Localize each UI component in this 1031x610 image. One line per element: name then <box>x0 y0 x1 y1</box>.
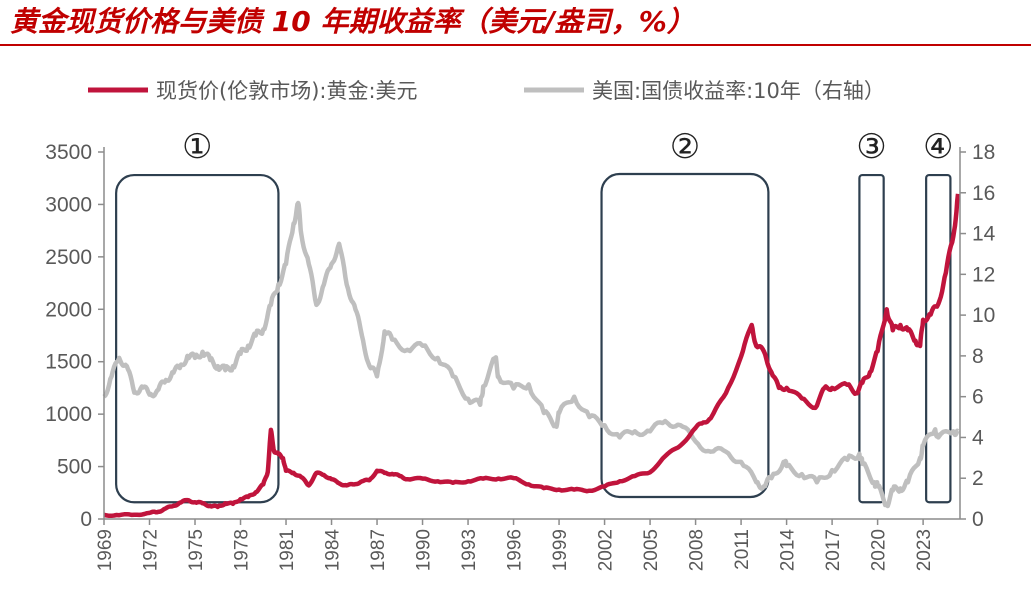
annotation-label-2: ② <box>670 127 700 167</box>
legend: 现货价(伦敦市场):黄金:美元 美国:国债收益率:10年（右轴） <box>88 79 885 103</box>
right-tick-label: 16 <box>972 182 995 205</box>
left-tick-label: 3500 <box>45 141 92 164</box>
series-line-gold-price <box>103 193 961 519</box>
title-divider <box>0 44 1031 46</box>
right-tick-label: 0 <box>972 508 984 531</box>
x-tick-label: 2008 <box>687 529 708 571</box>
annotation-label-1: ① <box>182 127 212 167</box>
chart-title: 黄金现货价格与美债 10 年期收益率（美元/盎司，%） <box>10 5 695 38</box>
right-tick-label: 2 <box>972 467 984 490</box>
right-tick-label: 6 <box>972 386 984 409</box>
right-tick-label: 12 <box>972 263 995 286</box>
annotation-box-2 <box>600 172 770 499</box>
legend-label-gold: 现货价(伦敦市场):黄金:美元 <box>156 79 418 103</box>
axes: 0 500 1000 1500 2000 2500 3000 3500 0 2 4 6 8 10 12 14 1… <box>45 141 995 571</box>
right-tick-label: 8 <box>972 345 984 368</box>
left-tick-label: 2000 <box>45 298 92 321</box>
x-tick-label: 1981 <box>277 529 298 571</box>
left-tick-label: 3000 <box>45 193 92 216</box>
series-line-us10y-yield <box>102 200 960 509</box>
right-tick-label: 10 <box>972 304 995 327</box>
x-tick-label: 1990 <box>414 529 435 571</box>
x-tick-label: 2017 <box>823 529 844 571</box>
x-tick-label: 1987 <box>368 529 389 571</box>
annotation-box-3 <box>858 173 885 504</box>
x-tick-label: 2023 <box>914 529 935 571</box>
left-tick-label: 500 <box>57 456 92 479</box>
right-tick-label: 4 <box>972 426 984 449</box>
left-tick-label: 2500 <box>45 246 92 269</box>
x-tick-label: 1993 <box>459 529 480 571</box>
x-tick-label: 2002 <box>596 529 617 571</box>
right-tick-label: 18 <box>972 141 995 164</box>
annotation-label-4: ④ <box>923 127 953 167</box>
legend-label-yield: 美国:国债收益率:10年（右轴） <box>592 79 885 103</box>
x-tick-label: 1999 <box>550 529 571 571</box>
x-tick-label: 1984 <box>323 529 344 572</box>
x-tick-label: 2011 <box>732 529 753 570</box>
right-tick-label: 14 <box>972 223 996 246</box>
x-tick-label: 2014 <box>778 529 799 572</box>
x-tick-label: 1996 <box>505 529 526 571</box>
annotation-label-3: ③ <box>856 127 886 167</box>
x-tick-label: 1972 <box>141 529 162 571</box>
x-tick-label: 1978 <box>232 529 253 571</box>
left-tick-label: 0 <box>80 508 92 531</box>
annotation-box-4 <box>925 173 952 504</box>
left-tick-label: 1000 <box>45 403 92 426</box>
x-tick-label: 2005 <box>641 529 662 571</box>
x-tick-label: 2020 <box>869 529 890 571</box>
left-tick-label: 1500 <box>45 351 92 374</box>
x-tick-label: 1969 <box>95 529 116 571</box>
series-layer <box>102 193 961 519</box>
x-tick-label: 1975 <box>186 529 207 571</box>
